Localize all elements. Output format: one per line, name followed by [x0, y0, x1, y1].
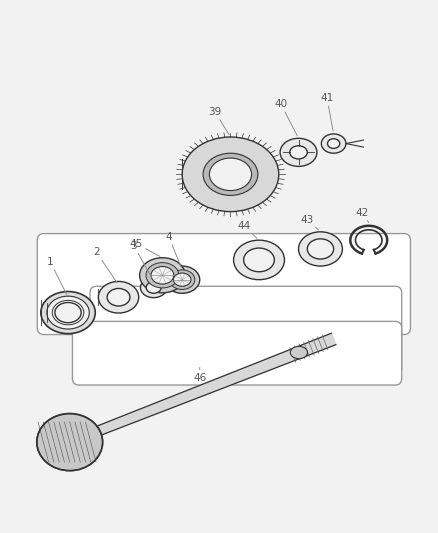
Text: 39: 39 [208, 107, 229, 135]
Text: 3: 3 [130, 241, 152, 279]
Ellipse shape [98, 281, 138, 313]
FancyBboxPatch shape [90, 286, 401, 374]
Ellipse shape [243, 248, 274, 272]
Ellipse shape [146, 282, 161, 293]
Text: 2: 2 [93, 247, 117, 282]
Ellipse shape [233, 240, 284, 280]
Ellipse shape [139, 258, 185, 293]
Text: 44: 44 [237, 221, 256, 238]
Ellipse shape [151, 266, 173, 284]
Text: 43: 43 [300, 214, 318, 230]
Ellipse shape [182, 137, 278, 212]
FancyBboxPatch shape [37, 233, 410, 335]
Ellipse shape [289, 146, 307, 159]
Ellipse shape [173, 273, 191, 286]
Text: 1: 1 [47, 257, 67, 295]
Ellipse shape [55, 303, 81, 322]
Ellipse shape [307, 239, 333, 259]
Ellipse shape [140, 278, 166, 297]
Ellipse shape [169, 270, 194, 289]
Ellipse shape [107, 288, 130, 306]
Text: 46: 46 [193, 367, 206, 383]
Ellipse shape [47, 296, 89, 329]
Text: 40: 40 [274, 99, 297, 136]
FancyBboxPatch shape [72, 321, 401, 385]
Ellipse shape [41, 292, 95, 334]
Polygon shape [90, 333, 335, 438]
Ellipse shape [279, 138, 316, 166]
Ellipse shape [298, 232, 342, 266]
Ellipse shape [321, 134, 345, 154]
Ellipse shape [290, 346, 307, 359]
Ellipse shape [209, 158, 251, 191]
Text: 45: 45 [129, 239, 159, 256]
Ellipse shape [203, 153, 257, 196]
Text: 4: 4 [165, 232, 181, 268]
Ellipse shape [146, 263, 178, 288]
Ellipse shape [37, 414, 102, 471]
Ellipse shape [52, 301, 84, 325]
Ellipse shape [164, 266, 199, 293]
Text: 42: 42 [355, 208, 368, 223]
Ellipse shape [327, 139, 339, 148]
Text: 41: 41 [320, 93, 333, 131]
